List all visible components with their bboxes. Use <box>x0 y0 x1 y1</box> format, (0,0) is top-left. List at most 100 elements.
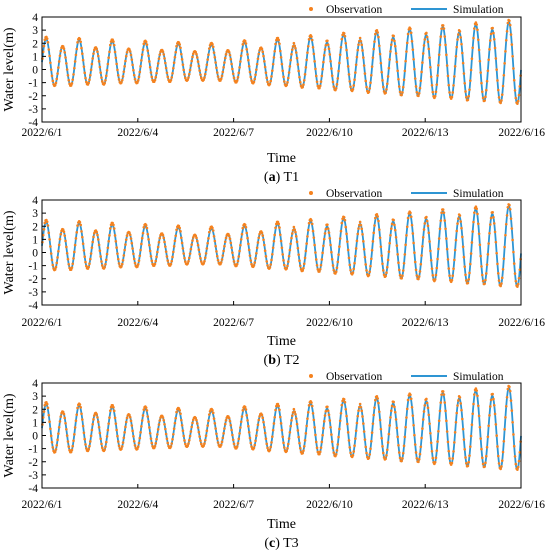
observation-point <box>298 259 301 262</box>
observation-point <box>425 401 429 405</box>
observation-point <box>310 35 313 38</box>
observation-point <box>288 65 292 68</box>
observation-point <box>187 442 190 445</box>
observation-point <box>274 408 277 412</box>
observation-point <box>286 264 289 268</box>
observation-point <box>214 61 217 64</box>
observation-point <box>394 52 398 55</box>
observation-point <box>281 69 285 73</box>
observation-point <box>431 90 435 94</box>
observation-point <box>395 426 399 430</box>
observation-point <box>484 461 487 465</box>
observation-point <box>180 52 183 56</box>
observation-point <box>500 465 503 468</box>
observation-point <box>205 63 209 67</box>
observation-point <box>147 420 150 423</box>
observation-point <box>81 242 85 246</box>
observation-point <box>170 442 174 445</box>
observation-point <box>204 434 208 438</box>
observation-point <box>211 408 214 412</box>
observation-point <box>57 426 61 429</box>
observation-point <box>370 257 373 261</box>
x-tick-label: 2022/6/1 <box>22 127 63 139</box>
observation-point <box>255 62 259 66</box>
observation-point <box>470 423 474 427</box>
observation-point <box>485 445 489 449</box>
observation-point <box>295 422 299 426</box>
observation-point <box>321 433 324 437</box>
observation-point <box>381 79 384 82</box>
observation-point <box>263 60 266 63</box>
observation-point <box>78 220 82 224</box>
observation-point <box>306 228 310 232</box>
observation-point <box>92 52 95 55</box>
observation-point <box>169 262 173 266</box>
observation-point <box>154 75 158 79</box>
observation-point <box>361 49 364 52</box>
observation-point <box>342 215 346 219</box>
observation-point <box>398 456 402 460</box>
observation-point <box>511 54 514 58</box>
observation-point <box>91 240 94 244</box>
observation-point <box>95 47 98 51</box>
observation-point <box>180 236 183 240</box>
observation-point <box>231 251 234 254</box>
observation-point <box>92 48 96 52</box>
observation-point <box>236 76 240 79</box>
observation-point <box>198 435 201 438</box>
observation-point <box>478 59 482 63</box>
observation-point <box>155 255 158 259</box>
observation-point <box>469 434 473 438</box>
observation-point <box>238 432 241 435</box>
observation-point <box>491 26 494 30</box>
observation-point <box>457 33 460 36</box>
observation-point <box>445 64 449 67</box>
observation-point <box>405 407 409 411</box>
observation-point <box>155 437 158 441</box>
observation-point <box>425 215 428 219</box>
observation-point <box>447 267 451 270</box>
observation-point <box>41 233 45 237</box>
observation-point <box>396 435 399 439</box>
observation-point <box>458 30 462 33</box>
observation-point <box>414 451 418 454</box>
observation-point <box>191 236 195 239</box>
observation-point <box>79 223 83 227</box>
observation-point <box>394 418 398 421</box>
observation-point <box>429 441 433 445</box>
observation-point <box>279 239 283 243</box>
observation-point <box>326 223 329 226</box>
observation-point <box>409 397 413 401</box>
observation-point <box>362 430 366 433</box>
observation-point <box>74 237 78 240</box>
y-tick-label: 0 <box>32 248 38 260</box>
observation-point <box>238 249 241 253</box>
observation-point <box>166 259 170 262</box>
observation-point <box>319 263 323 267</box>
y-tick-label: 4 <box>32 195 38 207</box>
observation-point <box>496 79 499 82</box>
observation-point <box>261 416 265 420</box>
observation-point <box>485 263 489 266</box>
observation-point <box>181 63 185 67</box>
observation-point <box>345 48 348 52</box>
observation-point <box>328 236 332 240</box>
observation-point <box>241 409 245 412</box>
observation-point <box>231 67 234 71</box>
observation-point <box>240 232 244 236</box>
observation-point <box>510 227 514 230</box>
observation-point <box>172 427 176 431</box>
observation-point <box>378 44 381 48</box>
observation-point <box>100 80 104 83</box>
observation-point <box>329 425 332 429</box>
observation-point <box>452 84 455 87</box>
observation-point <box>148 243 151 247</box>
observation-point <box>512 262 516 265</box>
observation-point <box>516 102 519 105</box>
observation-point <box>223 61 226 64</box>
observation-point <box>445 247 449 251</box>
observation-point <box>227 416 231 420</box>
observation-point <box>202 78 205 82</box>
observation-point <box>444 227 447 231</box>
observation-point <box>417 94 420 98</box>
